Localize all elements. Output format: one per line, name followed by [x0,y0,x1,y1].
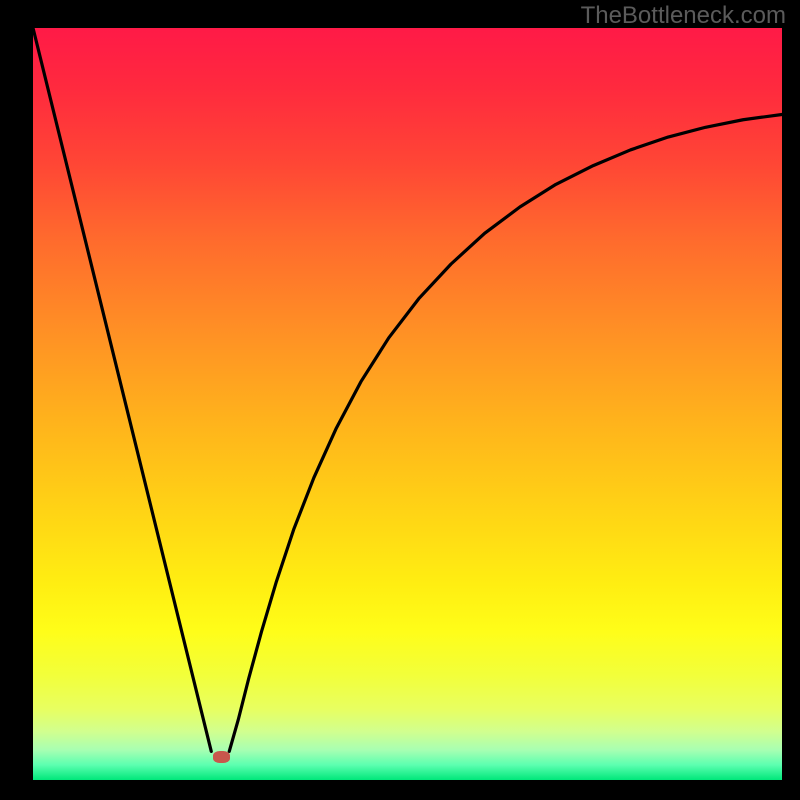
plot-area [33,28,782,780]
gradient-and-curve [33,28,782,780]
bottleneck-marker [213,751,230,763]
watermark-text: TheBottleneck.com [581,2,786,30]
